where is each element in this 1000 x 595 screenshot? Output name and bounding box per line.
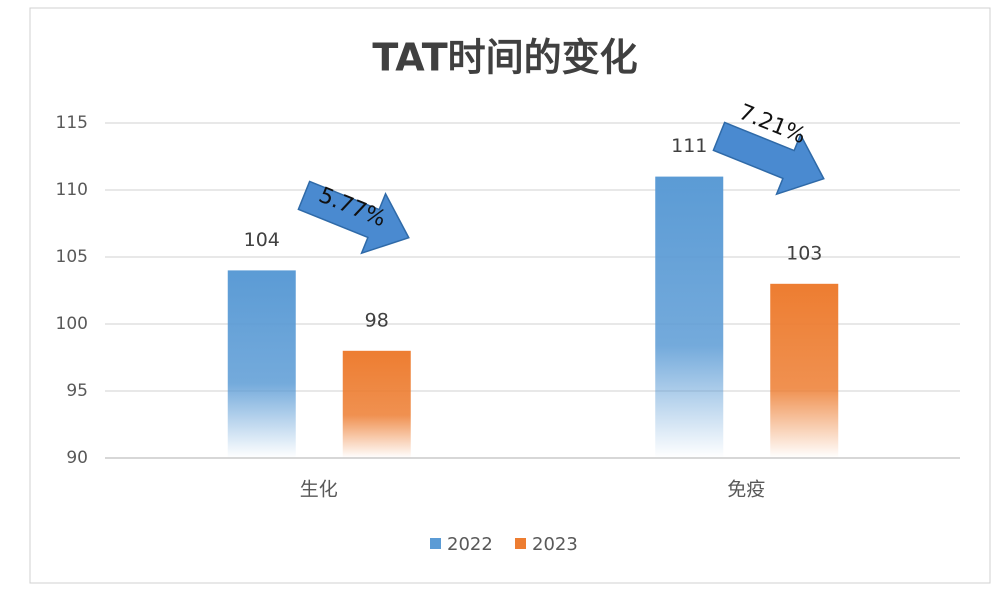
arrow <box>712 121 825 196</box>
x-tick-label: 生化 <box>300 479 338 501</box>
legend-label: 2022 <box>447 534 493 555</box>
arrow <box>297 180 410 255</box>
legend-swatch <box>430 538 441 549</box>
bar <box>655 176 724 458</box>
y-tick-label: 100 <box>56 314 88 334</box>
value-label: 103 <box>786 242 822 264</box>
y-tick-label: 95 <box>66 381 88 401</box>
value-label: 98 <box>365 309 389 331</box>
y-tick-label: 90 <box>66 448 88 468</box>
bar <box>770 283 839 458</box>
legend-label: 2023 <box>532 534 578 555</box>
chart-frame <box>29 7 991 584</box>
y-tick-label: 105 <box>56 247 88 267</box>
y-tick-label: 110 <box>56 180 88 200</box>
value-label: 104 <box>244 229 280 251</box>
x-tick-label: 免疫 <box>727 479 765 501</box>
y-tick-label: 115 <box>56 113 88 133</box>
legend-swatch <box>515 538 526 549</box>
bar <box>227 270 296 458</box>
value-label: 111 <box>671 135 707 157</box>
chart-title: TAT时间的变化 <box>372 36 637 80</box>
bar <box>342 350 411 458</box>
